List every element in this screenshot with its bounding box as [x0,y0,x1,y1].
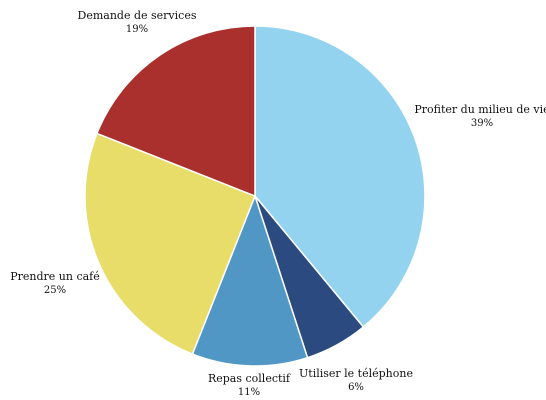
slice-value-label: 6% [348,382,364,393]
slice-label: Demande de services [78,9,197,22]
slice-value-label: 11% [238,387,260,396]
pie-slice [95,25,256,198]
pie-slice [254,25,426,329]
slice-label: Profiter du milieu de vie [414,103,546,116]
pie-slice [191,193,309,367]
slice-label: Utiliser le téléphone [299,367,413,380]
pie-slices [84,25,426,367]
slice-value-label: 19% [126,24,148,35]
slice-value-label: 39% [471,118,493,129]
slice-label: Repas collectif [208,372,291,385]
pie-slice [84,132,256,356]
pie-labels: Profiter du milieu de vie 39% Utiliser le … [10,9,546,398]
slice-label: Prendre un café [10,270,100,283]
slice-value-label: 25% [44,285,66,296]
